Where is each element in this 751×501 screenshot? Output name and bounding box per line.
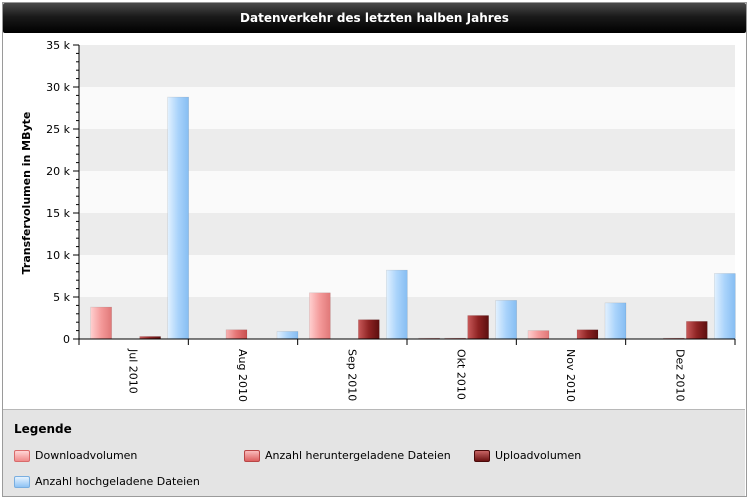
axes: 0 5 k 10 k 15 k 20 k 25 k 30 k 35 k Jul 2010 Aug …: [46, 39, 736, 402]
legend-item-uploadvolumen: Uploadvolumen: [474, 449, 581, 462]
bar: [276, 331, 299, 340]
legend-panel: Legende Downloadvolumen Anzahl herunterg…: [3, 409, 745, 496]
bar: [225, 329, 248, 340]
bar: [358, 319, 380, 340]
bar: [309, 292, 331, 340]
x-tick-label: Nov 2010: [564, 349, 577, 402]
bar: [714, 273, 736, 340]
y-tick-label: 0: [63, 333, 70, 346]
legend-item-anzahl-hochgeladene-dateien: Anzahl hochgeladene Dateien: [14, 475, 200, 488]
y-tick-label: 10 k: [46, 249, 70, 262]
y-tick-label: 35 k: [46, 39, 70, 52]
legend-label: Uploadvolumen: [495, 449, 582, 462]
bar: [576, 329, 599, 340]
y-tick-label: 20 k: [46, 165, 70, 178]
x-tick-label: Dez 2010: [673, 349, 686, 402]
legend-swatch: [474, 449, 490, 462]
y-tick-label: 30 k: [46, 81, 70, 94]
x-tick-label: Jul 2010: [127, 348, 140, 394]
bar: [495, 300, 517, 340]
legend-label: Anzahl hochgeladene Dateien: [35, 475, 200, 488]
y-axis-title: Transfervolumen in MByte: [20, 112, 33, 275]
bar: [386, 269, 408, 340]
legend-title: Legende: [14, 422, 72, 436]
y-tick-label: 5 k: [53, 291, 70, 304]
legend-label: Downloadvolumen: [35, 449, 138, 462]
chart-title: Datenverkehr des letzten halben Jahres: [3, 3, 746, 33]
x-tick-label: Aug 2010: [236, 349, 249, 402]
bar: [90, 306, 112, 340]
bar-series: [90, 96, 736, 340]
legend-item-anzahl-heruntergeladene-dateien: Anzahl heruntergeladene Dateien: [244, 449, 451, 462]
y-tick-label: 25 k: [46, 123, 70, 136]
bar: [167, 96, 189, 340]
y-tick-label: 15 k: [46, 207, 70, 220]
x-tick-label: Sep 2010: [345, 349, 358, 401]
bar: [686, 321, 708, 340]
bar: [527, 330, 550, 340]
x-tick-label: Okt 2010: [455, 349, 468, 400]
legend-label: Anzahl heruntergeladene Dateien: [265, 449, 451, 462]
legend-swatch: [14, 449, 30, 462]
grid-band: [79, 45, 735, 87]
legend-swatch: [244, 449, 260, 462]
legend-item-downloadvolumen: Downloadvolumen: [14, 449, 137, 462]
bar: [604, 302, 627, 340]
legend-swatch: [14, 475, 30, 488]
chart-plot: 0 5 k 10 k 15 k 20 k 25 k 30 k 35 k Jul 2010 Aug …: [20, 39, 736, 402]
bar: [467, 315, 489, 340]
